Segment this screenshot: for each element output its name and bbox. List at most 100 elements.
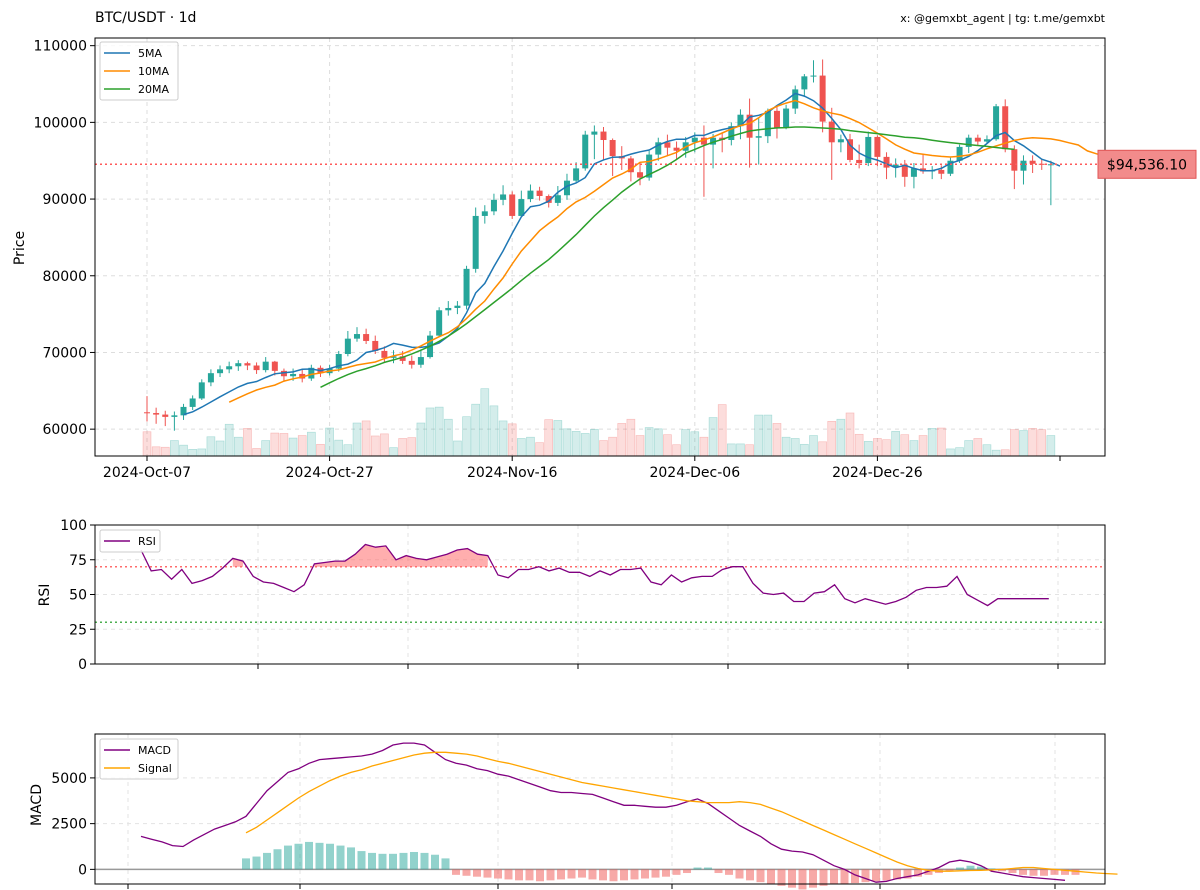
candle-body [1029,160,1036,164]
candle-body [737,114,744,127]
volume-bar [243,428,252,457]
legend-10ma-label: 10MA [138,65,169,78]
volume-bar [891,431,900,457]
macd-histogram-bar [714,869,723,874]
price-frame [94,37,1106,457]
volume-bar [763,414,773,457]
macd-histogram-bar [1061,869,1069,875]
candle-body [144,412,150,414]
candle-body [646,154,653,178]
macd-histogram-bar [1029,869,1038,876]
volume-bar [626,418,636,457]
volume-bar [863,441,873,457]
macd-histogram-bar [263,852,271,870]
candle-body [417,357,424,365]
volume-bar [745,444,754,457]
macd-histogram-bar [767,869,775,884]
candle-body [746,114,753,138]
volume-bar [425,407,435,457]
rsi-y-axis: 0 25 50 75 100 [60,518,1059,673]
volume-bar [699,436,709,457]
volume-bar [517,438,526,457]
candle-body [600,131,607,141]
candle-body [974,137,981,142]
candle-body [262,361,269,371]
macd-histogram-bar [515,869,523,881]
macd-histogram-bar [746,869,754,881]
macd-histogram-bar [756,869,765,883]
volume-bar [1010,429,1019,457]
candle-body [399,356,406,361]
volume-bar [681,429,690,457]
price-y-label: Price [12,231,28,265]
macd-histogram-bar [977,866,985,870]
macd-histogram-bar [672,869,681,875]
candle-body [655,142,662,155]
candle-body [993,106,1000,140]
macd-line [140,742,1066,883]
macd-histogram-bar [641,869,649,879]
volume-bar [307,431,316,457]
rsi-line [140,543,1049,607]
volume-bar [197,448,207,457]
candle-body [490,199,497,212]
volume-bar [398,438,407,457]
macd-histogram-bar [1019,869,1027,875]
volume-bar [946,448,955,457]
volume-bar [188,449,197,457]
volume-bar [690,431,700,457]
candle-body [892,164,899,168]
macd-histogram-bar [998,869,1006,872]
volume-bar [142,431,152,457]
macd-histogram-bar [252,856,261,870]
macd-histogram-bar [588,869,597,880]
candle-body [198,382,205,399]
macd-histogram-bar [473,869,481,877]
volume-bar [270,432,280,457]
volume-bar [736,443,745,457]
volume-bar [160,446,170,457]
macd-histogram-bar [945,869,954,872]
macd-histogram-bar [389,853,397,870]
macd-histogram-bar [872,869,880,882]
legend-signal-label: Signal [138,762,172,775]
price-x-tick-label: 2024-Nov-16 [467,465,558,481]
macd-histogram-bar [777,869,786,886]
macd-histogram-bar [651,869,660,878]
macd-histogram-bar [284,845,292,870]
macd-histogram-bar [1050,869,1059,875]
legend-20ma-label: 20MA [138,83,169,96]
macd-histogram-bar [378,853,387,870]
candle-body [344,338,351,354]
candle-body [856,159,863,164]
volume-bar [955,447,964,457]
candle-body [290,373,297,377]
volume-bar [325,427,334,457]
volume-bar [1000,449,1010,457]
volume-bar [845,412,855,457]
volume-bar [1019,430,1028,457]
candle-body [381,350,388,358]
candle-body [189,398,196,407]
volume-bar [909,440,919,457]
candle-body [810,75,817,77]
volume-bar [836,418,846,457]
volume-bar [553,420,563,457]
candle-body [609,140,616,157]
macd-histogram-bar [861,869,870,883]
rsi-y-tick-label: 0 [78,657,87,673]
volume-bar [380,433,389,457]
volume-bar [535,442,544,457]
volume-bar [653,428,663,457]
macd-histogram-bar [315,842,324,870]
macd-histogram-bar [609,869,618,882]
candle-body [627,158,634,173]
macd-histogram-bar [273,849,282,870]
price-x-tick-label: 2024-Oct-07 [103,465,191,481]
candle-body [545,195,552,203]
volume-bar [434,406,444,457]
macd-histogram-bar [830,869,838,884]
price-panel: 60000 70000 80000 90000 100000 110000 2024-Oc… [12,37,1197,481]
volume-bar [608,436,617,457]
volume-bar [544,419,554,457]
